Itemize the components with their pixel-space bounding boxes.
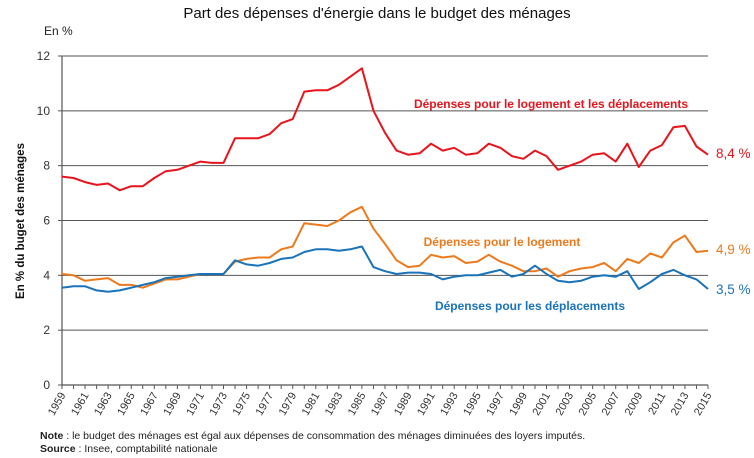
source-text: : Insee, comptabilité nationale — [75, 443, 218, 455]
series-lines — [61, 67, 709, 293]
y-tick-label: 12 — [37, 49, 51, 63]
end-label-housing: 4,9 % — [716, 242, 751, 257]
x-tick-label: 1981 — [300, 391, 323, 418]
series-label-housing-and-transport: Dépenses pour le logement et les déplace… — [414, 97, 688, 111]
series-label-housing: Dépenses pour le logement — [424, 235, 581, 249]
x-tick-label: 1963 — [92, 391, 115, 418]
x-tick-label: 1969 — [161, 391, 184, 418]
x-tick-label: 1987 — [369, 391, 392, 418]
x-tick-label: 1985 — [346, 391, 369, 418]
x-tick-label: 2015 — [692, 391, 715, 418]
x-tick-label: 2013 — [669, 391, 692, 418]
x-tick-label: 1977 — [254, 391, 277, 418]
unit-label: En % — [44, 24, 73, 38]
note-text: : le budget des ménages est égal aux dép… — [63, 430, 586, 442]
gridlines — [62, 55, 708, 331]
x-tick-label: 1979 — [277, 391, 300, 418]
x-tick-label: 2007 — [600, 391, 623, 418]
x-tick-label: 2009 — [623, 391, 646, 418]
x-tick-label: 1989 — [392, 391, 415, 418]
y-tick-label: 6 — [43, 214, 50, 228]
source-label: Source — [40, 443, 76, 455]
x-tick-label: 1971 — [184, 391, 207, 418]
x-tick-label: 1993 — [438, 391, 461, 418]
x-tick-label: 1973 — [207, 391, 230, 418]
line-chart: Part des dépenses d'énergie dans le budg… — [15, 5, 751, 418]
x-tick-label: 1997 — [484, 391, 507, 418]
y-axis-ticks: 0 2 4 6 8 10 12 — [37, 49, 62, 392]
y-axis-title: En % du buget des ménages — [15, 143, 27, 299]
footnote-source: Source : Insee, comptabilité nationale — [40, 443, 217, 455]
x-tick-label: 2001 — [530, 391, 553, 418]
y-tick-label: 10 — [37, 104, 51, 118]
x-tick-label: 2011 — [646, 391, 668, 417]
series-line-housing-and-transport — [61, 67, 709, 192]
x-tick-label: 1961 — [69, 391, 92, 418]
end-label-housing-and-transport: 8,4 % — [716, 146, 751, 161]
x-tick-label: 1991 — [415, 391, 438, 418]
y-tick-label: 8 — [43, 159, 50, 173]
series-label-transport: Dépenses pour les déplacements — [435, 299, 625, 313]
x-tick-label: 2003 — [554, 391, 577, 418]
y-tick-label: 0 — [43, 378, 50, 392]
note-label: Note — [40, 430, 64, 442]
x-tick-label: 1999 — [507, 391, 530, 418]
x-tick-label: 1975 — [231, 391, 254, 418]
x-tick-label: 1965 — [115, 391, 138, 418]
x-tick-label: 1959 — [46, 391, 69, 418]
series-line-housing — [61, 205, 709, 289]
x-tick-label: 1983 — [323, 391, 346, 418]
end-label-transport: 3,5 % — [716, 282, 751, 297]
y-tick-label: 4 — [43, 268, 50, 282]
x-tick-label: 1995 — [461, 391, 484, 418]
chart-title: Part des dépenses d'énergie dans le budg… — [183, 5, 570, 22]
y-tick-label: 2 — [43, 323, 50, 337]
series-line-transport — [61, 245, 709, 293]
x-tick-label: 1967 — [138, 391, 161, 418]
footnote-note: Note : le budget des ménages est égal au… — [40, 430, 585, 442]
x-tick-label: 2005 — [577, 391, 600, 418]
